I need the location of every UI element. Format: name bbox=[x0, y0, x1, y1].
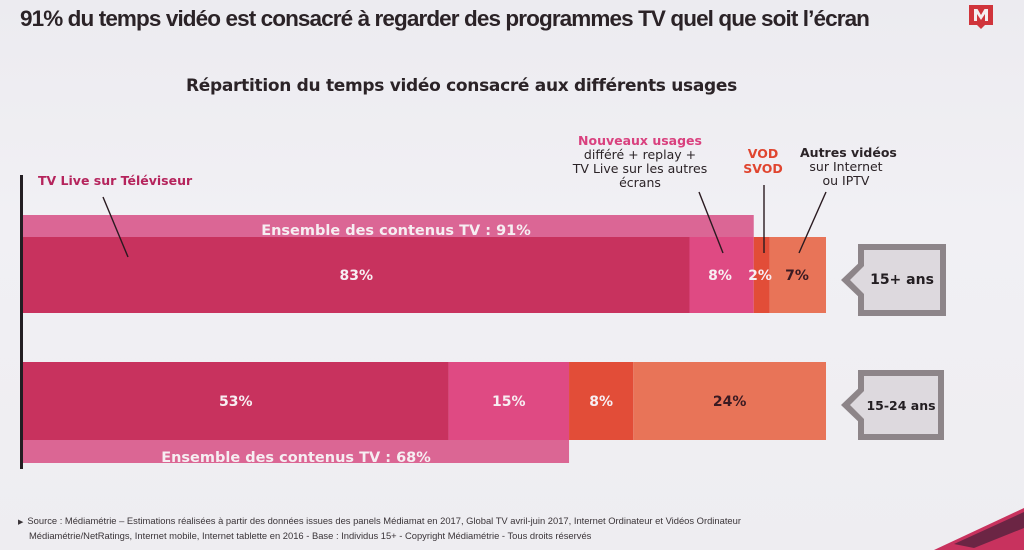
annotation-title: Nouveaux usages bbox=[578, 133, 702, 148]
annotation-autres-videos: Autres vidéos sur Internet ou IPTV bbox=[800, 145, 897, 188]
segment-value-label: 53% bbox=[219, 394, 253, 410]
pointer-arrow-icon bbox=[841, 383, 864, 427]
bar-segment bbox=[23, 237, 690, 313]
tv-content-band bbox=[23, 440, 570, 463]
annotation-line: sur Internet bbox=[809, 159, 883, 174]
annotation-tv-live: TV Live sur Téléviseur bbox=[38, 173, 193, 188]
chart-title: Répartition du temps vidéo consacré aux … bbox=[186, 76, 737, 96]
decorative-corner-image bbox=[934, 508, 1024, 550]
pointer-arrow-icon bbox=[841, 258, 864, 302]
bar-segment bbox=[769, 237, 826, 313]
annotation-line: différé + replay + bbox=[583, 147, 697, 162]
footnote-line-2: Médiamétrie/NetRatings, Internet mobile,… bbox=[29, 529, 592, 541]
annotation-line: TV Live sur les autres bbox=[572, 161, 708, 176]
age-group-label: 15-24 ans bbox=[858, 370, 944, 440]
segment-value-label: 7% bbox=[785, 268, 809, 284]
bar-segment bbox=[569, 362, 634, 440]
annotation-leader-line bbox=[798, 191, 827, 254]
segment-value-label: 15% bbox=[492, 394, 526, 410]
annotation-title: VOD bbox=[747, 146, 779, 161]
age-group-tag: 15-24 ans bbox=[838, 370, 944, 440]
annotation-leader-line bbox=[698, 191, 724, 254]
segment-value-label: 2% bbox=[748, 268, 772, 284]
bullet-icon: ▶ bbox=[18, 519, 24, 526]
annotation-line: SVOD bbox=[743, 161, 783, 176]
segment-value-label: 8% bbox=[589, 394, 613, 410]
annotation-title: Autres vidéos bbox=[800, 145, 897, 160]
source-footnote: ▶ Source : Médiamétrie – Estimations réal… bbox=[18, 515, 741, 542]
annotation-leader-line bbox=[102, 196, 129, 258]
tv-content-band bbox=[23, 215, 754, 237]
footnote-line-1: Source : Médiamétrie – Estimations réali… bbox=[27, 515, 741, 526]
annotation-nouveaux-usages: Nouveaux usages différé + replay + TV Li… bbox=[548, 134, 732, 190]
tv-total-label: Ensemble des contenus TV : 68% bbox=[161, 450, 431, 466]
bar-segment bbox=[633, 362, 826, 440]
annotation-vod-svod: VOD SVOD bbox=[736, 146, 790, 176]
age-group-tag: 15+ ans bbox=[838, 244, 946, 316]
segment-value-label: 83% bbox=[339, 268, 373, 284]
tv-total-label: Ensemble des contenus TV : 91% bbox=[261, 223, 531, 239]
age-group-label: 15+ ans bbox=[858, 244, 946, 316]
annotation-line: ou IPTV bbox=[822, 173, 870, 188]
page-headline: 91% du temps vidéo est consacré à regard… bbox=[20, 6, 870, 31]
bar-segment bbox=[753, 237, 770, 313]
mediametrie-logo-icon bbox=[969, 5, 993, 29]
bar-segment bbox=[448, 362, 570, 440]
segment-value-label: 24% bbox=[713, 394, 747, 410]
annotation-line: écrans bbox=[619, 175, 661, 190]
segment-value-label: 8% bbox=[708, 268, 732, 284]
chart-axis-line bbox=[20, 175, 23, 469]
bar-segment bbox=[23, 362, 449, 440]
